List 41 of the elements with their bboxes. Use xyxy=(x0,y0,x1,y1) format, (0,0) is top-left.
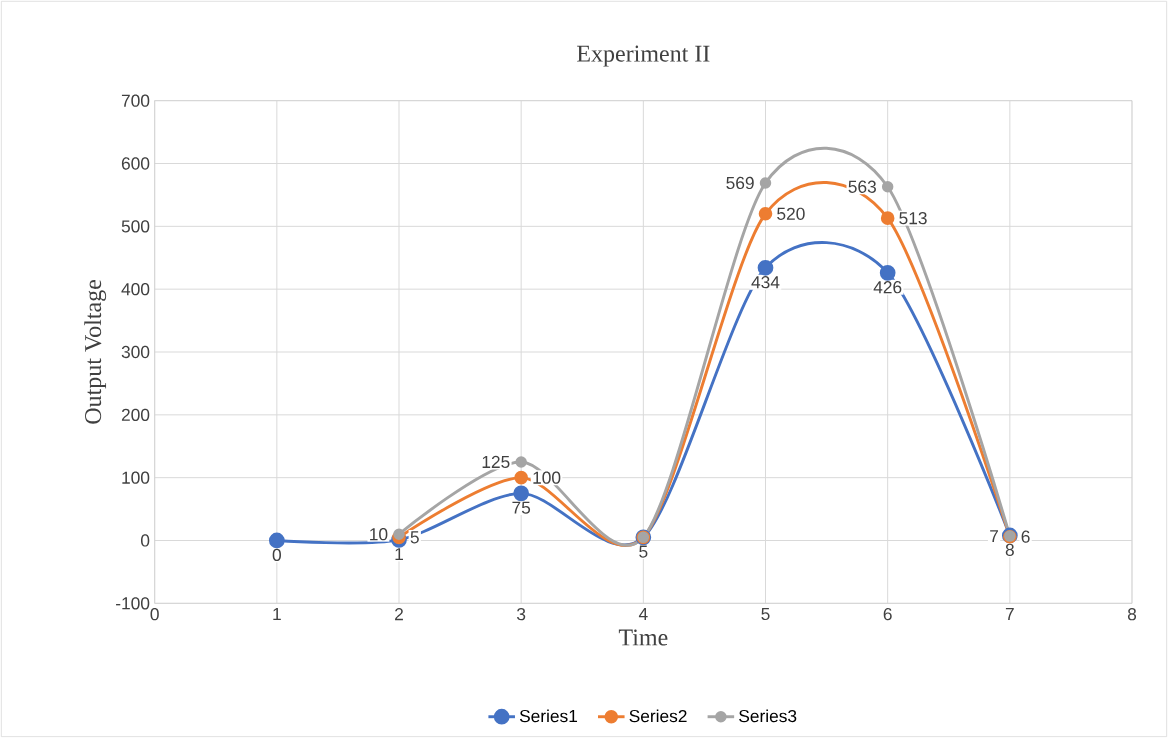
y-tick-label: 700 xyxy=(121,94,150,107)
data-label: 100 xyxy=(533,471,561,484)
y-tick-label: 100 xyxy=(122,471,150,484)
x-tick-label: 7 xyxy=(1005,608,1014,620)
data-label: 569 xyxy=(726,176,754,190)
y-tick-label: -100 xyxy=(116,597,150,610)
legend-label: Series3 xyxy=(739,709,797,723)
x-tick-label: 6 xyxy=(883,608,892,621)
legend-label: Series1 xyxy=(519,709,578,723)
y-tick-label: 500 xyxy=(121,220,150,233)
data-label: 426 xyxy=(873,281,902,294)
data-label: 513 xyxy=(899,212,927,225)
y-tick-label: 0 xyxy=(140,534,150,547)
y-axis-title: Output Voltage xyxy=(84,280,107,424)
data-label: 8 xyxy=(1005,543,1014,556)
x-tick-label: 4 xyxy=(638,608,648,620)
data-label: 434 xyxy=(751,276,780,289)
data-label: 125 xyxy=(482,455,510,469)
data-label: 75 xyxy=(512,501,531,514)
x-tick-label: 0 xyxy=(150,608,159,621)
data-label: 1 xyxy=(395,548,403,561)
data-label: 563 xyxy=(848,180,876,193)
data-label: 5 xyxy=(410,531,419,544)
legend-label: Series2 xyxy=(629,709,687,723)
data-label: 6 xyxy=(1021,530,1030,543)
y-tick-label: 300 xyxy=(121,345,150,359)
data-label: 0 xyxy=(272,548,281,562)
data-label: 5 xyxy=(639,545,648,558)
data-label: 520 xyxy=(777,207,805,220)
y-tick-label: 200 xyxy=(121,408,150,421)
x-tick-label: 5 xyxy=(761,608,770,621)
y-tick-label: 600 xyxy=(121,157,150,170)
y-tick-label: 400 xyxy=(121,283,150,296)
x-tick-label: 2 xyxy=(395,608,403,621)
chart-title: Experiment II xyxy=(577,45,710,67)
data-label: 10 xyxy=(370,528,388,541)
x-tick-label: 3 xyxy=(517,608,526,621)
x-axis-title: Time xyxy=(618,629,668,646)
x-tick-label: 8 xyxy=(1127,608,1137,621)
x-tick-label: 1 xyxy=(273,608,281,620)
data-label: 7 xyxy=(990,530,999,543)
